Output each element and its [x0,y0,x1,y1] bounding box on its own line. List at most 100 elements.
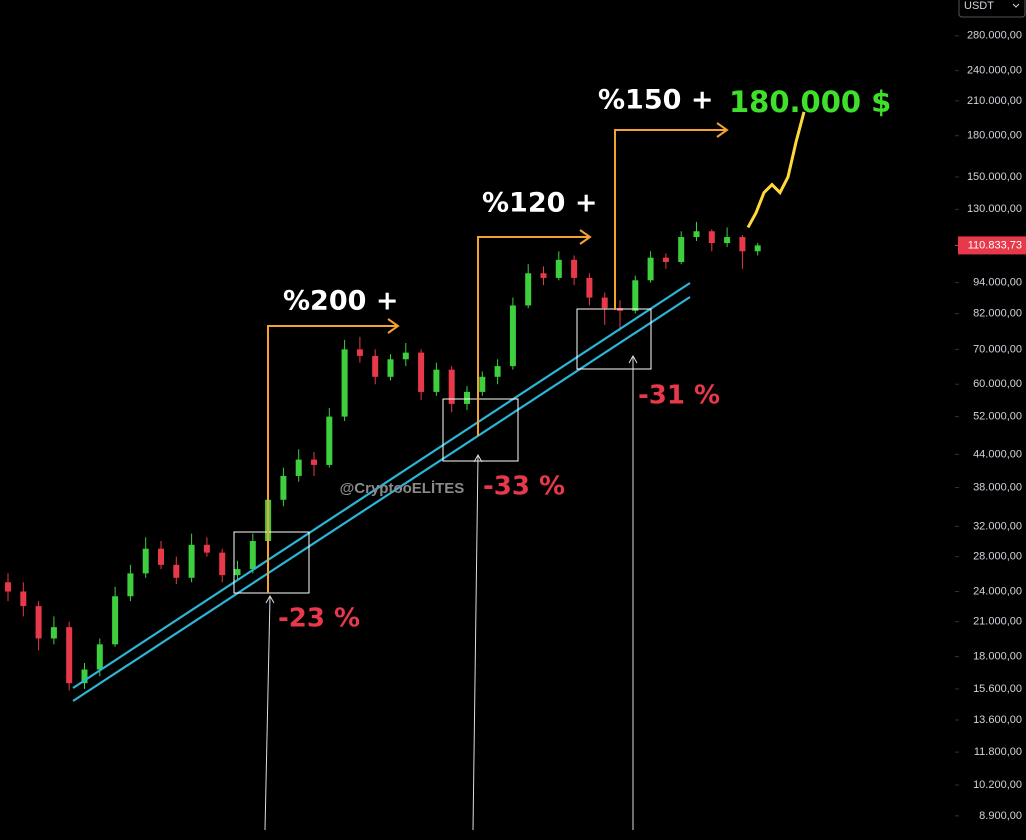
arrow-head [716,122,729,138]
y-axis: 280.000,00 240.000,00 210.000,00 180.000,00… [955,30,1026,822]
y-tick-label: 18.000,00 [973,650,1022,662]
last-price-label: 110.833,73 [968,239,1022,251]
y-tick-label: 10.200,00 [973,779,1022,791]
candle-body [387,359,394,377]
candle-body [5,582,11,592]
arrow [264,596,271,831]
y-tick-label: 70.000,00 [973,343,1022,355]
candle-body [509,305,516,367]
candle-body [647,257,654,281]
arrow-head [579,229,592,245]
arrow [614,129,725,310]
candle-body [326,416,333,465]
y-tick-label: 38.000,00 [973,481,1022,493]
candle-body [234,569,241,576]
candle-body [540,273,547,278]
candle-body [525,273,532,306]
candle-body [724,237,731,244]
y-tick-label: 52.000,00 [973,411,1022,423]
candle-body [586,277,593,298]
candle-body [311,459,317,465]
candle-body [479,376,486,392]
drop-label: -23 % [278,604,360,634]
dropdown-icon[interactable] [1012,3,1020,8]
candle-body [249,541,256,570]
y-tick-label: 280.000,00 [967,30,1022,42]
y-tick-label: 32.000,00 [973,520,1022,532]
candle-body [50,627,57,639]
candle-body [81,669,88,684]
candle-body [571,259,578,278]
watermark: @CryptooELİTES [340,480,465,497]
arrow-head [387,318,400,334]
candle-body [66,627,73,684]
y-tick-label: 82.000,00 [973,307,1022,319]
candle-body [632,280,639,311]
y-tick-label: 210.000,00 [967,95,1022,107]
candle-body [494,366,501,377]
candle-body [127,573,134,597]
y-tick-label: 94.000,00 [973,277,1022,289]
candle-body [20,591,27,607]
candle-body [464,391,470,404]
projection-line [746,111,806,229]
y-tick-label: 13.600,00 [973,714,1022,726]
candle-body [448,369,455,404]
trend-line [72,296,691,702]
currency-button[interactable] [958,0,1026,18]
candle-body [433,369,440,392]
candle-body [693,231,700,238]
candle-body [188,544,195,578]
arrow [477,236,588,436]
candle-body [96,644,103,670]
candle-body [678,237,685,263]
candle-body [280,475,287,500]
arrow-head [265,594,275,604]
y-tick-label: 15.600,00 [973,683,1022,695]
arrow-head [473,453,483,463]
candle-body [402,352,409,360]
candle-body [173,564,180,578]
y-tick-label: 8.900,00 [979,810,1022,822]
drop-label: -33 % [483,472,565,502]
gain-label: %200 + [283,286,398,317]
candle-body [739,237,746,252]
arrow-head [628,354,638,364]
candle-body [295,459,302,476]
gain-label: %150 + [598,85,713,116]
arrow [267,325,396,593]
y-tick-label: 240.000,00 [967,65,1022,77]
candle-body [708,231,715,244]
y-tick-label: 11.800,00 [974,746,1022,758]
drop-label: -31 % [638,381,720,411]
arrow [472,455,479,831]
candle-body [662,257,669,263]
candle-body [35,606,42,639]
candle-body [372,355,379,377]
y-tick-label: 44.000,00 [973,448,1022,460]
orange-arrows [267,122,729,593]
candle-body [341,349,348,417]
y-tick-label: 21.000,00 [973,616,1022,628]
candle-body [356,349,363,356]
candle-body [203,544,210,553]
candle-body [142,548,149,574]
y-tick-label: 28.000,00 [973,551,1022,563]
candle-body [555,259,562,278]
candle-body [219,552,226,576]
y-tick-label: 130.000,00 [967,203,1022,215]
y-tick-label: 24.000,00 [973,585,1022,597]
target-label: 180.000 $ [729,85,891,119]
candle-body [418,352,425,392]
trend-line [72,282,691,689]
gain-label: %120 + [482,188,597,219]
y-tick-label: 60.000,00 [973,378,1022,390]
candle-body [754,245,761,252]
last-price-tag [958,236,1026,255]
y-tick-label: 150.000,00 [967,171,1022,183]
candle-body [112,596,119,645]
currency-label[interactable]: USDT [964,0,994,12]
candle-body [158,548,164,565]
